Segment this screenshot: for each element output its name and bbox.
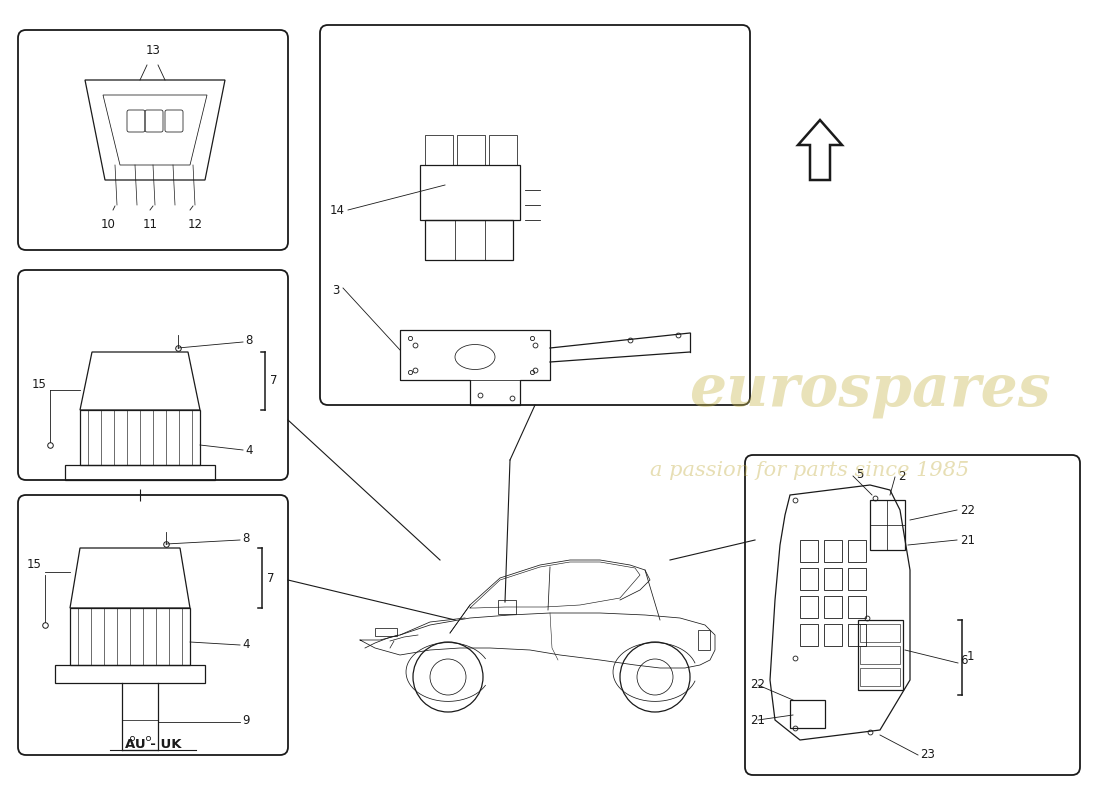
Bar — [848, 540, 866, 562]
Bar — [55, 665, 205, 683]
Bar — [824, 596, 842, 618]
Bar — [870, 500, 905, 550]
Text: 23: 23 — [920, 749, 935, 762]
Bar — [848, 624, 866, 646]
Text: a passion for parts since 1985: a passion for parts since 1985 — [650, 461, 969, 479]
Bar — [848, 596, 866, 618]
Text: eurospares: eurospares — [690, 362, 1050, 418]
Text: 13: 13 — [145, 44, 161, 57]
Bar — [824, 568, 842, 590]
Text: 5: 5 — [856, 469, 864, 482]
Bar — [456, 135, 485, 165]
Text: 4: 4 — [245, 443, 253, 457]
Bar — [790, 700, 825, 728]
Text: 11: 11 — [143, 218, 157, 231]
Bar — [498, 600, 516, 614]
Bar — [800, 540, 818, 562]
Text: 8: 8 — [245, 334, 252, 346]
Text: 7: 7 — [267, 571, 275, 585]
Bar — [848, 568, 866, 590]
Bar — [70, 608, 190, 665]
Text: 12: 12 — [187, 218, 202, 231]
Bar — [800, 624, 818, 646]
Text: 15: 15 — [32, 378, 47, 391]
Bar — [425, 135, 453, 165]
Text: 9: 9 — [242, 714, 250, 726]
Text: 15: 15 — [28, 558, 42, 571]
Text: 7: 7 — [270, 374, 277, 386]
Text: 4: 4 — [242, 638, 250, 651]
Bar — [490, 135, 517, 165]
Text: 22: 22 — [750, 678, 764, 691]
Bar — [824, 624, 842, 646]
Bar — [400, 330, 550, 380]
Text: 10: 10 — [100, 218, 116, 231]
Text: 6: 6 — [960, 654, 968, 666]
Text: 2: 2 — [898, 470, 905, 482]
Text: AU - UK: AU - UK — [124, 738, 182, 751]
Text: 8: 8 — [242, 531, 250, 545]
Bar — [420, 165, 520, 220]
Bar — [860, 646, 900, 664]
Text: 3: 3 — [332, 283, 340, 297]
Bar — [698, 630, 710, 650]
Bar — [860, 624, 900, 642]
Text: 21: 21 — [960, 534, 975, 546]
Bar — [800, 568, 818, 590]
Bar — [80, 410, 200, 465]
Bar — [858, 620, 903, 690]
Bar — [425, 220, 513, 260]
Bar — [375, 628, 397, 636]
Bar — [824, 540, 842, 562]
Bar — [860, 668, 900, 686]
Bar — [800, 596, 818, 618]
Text: 21: 21 — [750, 714, 764, 726]
Text: 22: 22 — [960, 503, 975, 517]
Text: 1: 1 — [967, 650, 975, 663]
Text: 14: 14 — [330, 203, 345, 217]
